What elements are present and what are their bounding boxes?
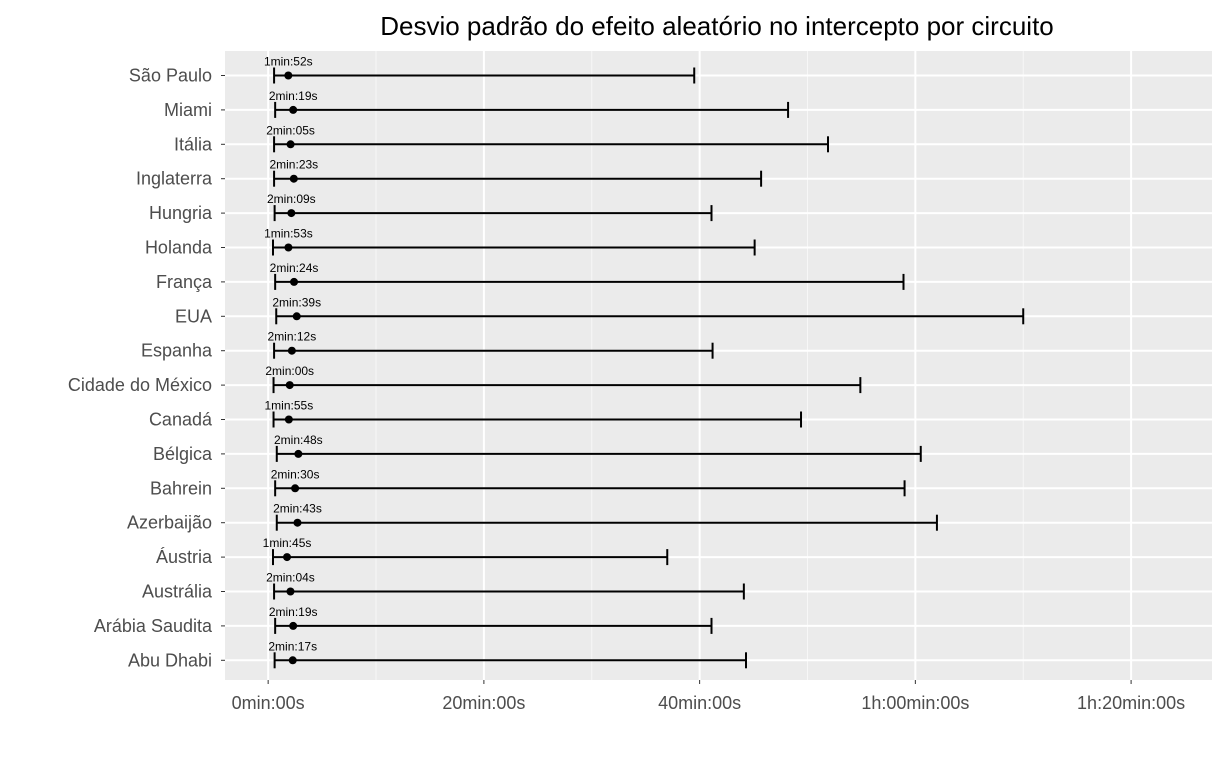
estimate-point — [290, 277, 299, 286]
estimate-label: 2min:24s — [270, 261, 319, 275]
x-tick-label: 0min:00s — [232, 693, 305, 713]
estimate-point — [283, 553, 292, 562]
estimate-point — [287, 346, 296, 355]
estimate-point — [288, 656, 297, 665]
error-bars: 1min:52s 2min:19s 2min:05s 2min:23s 2min:09s… — [263, 55, 1025, 669]
estimate-point — [289, 174, 298, 183]
estimate-label: 2min:43s — [273, 502, 322, 516]
estimate-point — [284, 71, 293, 80]
estimate-label: 1min:45s — [263, 536, 312, 550]
estimate-label: 2min:17s — [268, 639, 317, 653]
y-tick-label: Bahrein — [150, 478, 212, 498]
estimate-point — [284, 415, 293, 424]
y-tick-label: Azerbaijão — [127, 513, 212, 533]
chart-title: Desvio padrão do efeito aleatório no int… — [380, 11, 1054, 41]
y-tick-label: EUA — [175, 306, 212, 326]
y-tick-label: França — [156, 272, 213, 292]
estimate-label: 2min:39s — [272, 295, 321, 309]
estimate-label: 2min:12s — [268, 330, 317, 344]
estimate-point — [292, 312, 301, 321]
y-tick-label: Holanda — [145, 238, 213, 258]
estimate-point — [289, 105, 298, 114]
estimate-point — [285, 381, 294, 390]
y-tick-label: Austrália — [142, 582, 213, 602]
estimate-label: 1min:53s — [264, 227, 313, 241]
estimate-label: 2min:04s — [266, 571, 315, 585]
estimate-label: 2min:19s — [269, 89, 318, 103]
x-tick-label: 40min:00s — [658, 693, 741, 713]
estimate-point — [287, 209, 296, 218]
estimate-point — [294, 449, 303, 458]
estimate-label: 2min:48s — [274, 433, 323, 447]
estimate-label: 2min:09s — [267, 192, 316, 206]
y-tick-label: Espanha — [141, 341, 213, 361]
y-tick-label: Hungria — [149, 203, 213, 223]
y-tick-label: Miami — [164, 100, 212, 120]
y-tick-label: Abu Dhabi — [128, 650, 212, 670]
x-tick-label: 1h:00min:00s — [861, 693, 969, 713]
estimate-point — [284, 243, 293, 252]
y-tick-label: Bélgica — [153, 444, 213, 464]
estimate-label: 1min:55s — [265, 399, 314, 413]
estimate-label: 2min:23s — [269, 158, 318, 172]
x-tick-label: 20min:00s — [442, 693, 525, 713]
estimate-label: 2min:05s — [266, 123, 315, 137]
x-axis: 0min:00s 20min:00s 40min:00s 1h:00min:00s 1h… — [232, 680, 1185, 713]
y-tick-label: Canadá — [149, 410, 213, 430]
estimate-label: 2min:00s — [265, 364, 314, 378]
y-tick-label: Inglaterra — [136, 169, 213, 189]
y-tick-label: São Paulo — [129, 66, 212, 86]
estimate-point — [291, 484, 300, 493]
estimate-label: 2min:30s — [271, 467, 320, 481]
y-tick-label: Cidade do México — [68, 375, 212, 395]
y-axis: São Paulo Miami Itália Inglaterra Hungria Hol… — [68, 66, 225, 670]
y-tick-label: Itália — [174, 134, 213, 154]
y-tick-label: Arábia Saudita — [94, 616, 213, 636]
plot-panel — [225, 51, 1212, 680]
estimate-label: 1min:52s — [264, 55, 313, 69]
estimate-point — [289, 621, 298, 630]
estimate-point — [286, 587, 295, 596]
estimate-label: 2min:19s — [269, 605, 318, 619]
estimate-point — [286, 140, 295, 149]
x-tick-label: 1h:20min:00s — [1077, 693, 1185, 713]
y-tick-label: Áustria — [156, 547, 213, 567]
estimate-point — [293, 518, 302, 527]
